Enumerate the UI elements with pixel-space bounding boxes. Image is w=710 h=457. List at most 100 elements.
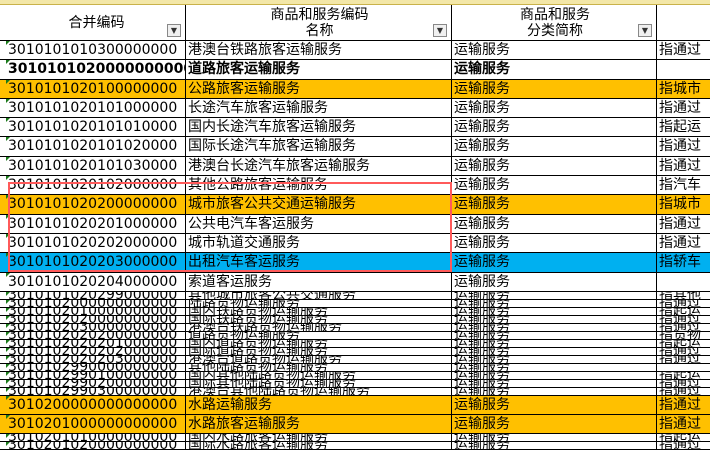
cell-category[interactable]: 运输服务: [452, 176, 657, 195]
cell-code[interactable]: 3010102020203000000: [0, 355, 186, 363]
cell-description[interactable]: 指其他: [657, 292, 710, 299]
cell-code[interactable]: 3010101020000000000: [0, 60, 186, 79]
cell-category[interactable]: 运输服务: [452, 272, 657, 291]
cell-description[interactable]: 指通过: [659, 42, 701, 58]
cell-description[interactable]: 指起运: [657, 372, 710, 379]
cell-description[interactable]: 指通过: [657, 395, 710, 415]
cell-description[interactable]: 指起运: [657, 434, 710, 441]
cell-name[interactable]: 国内道路货物运输服务: [186, 339, 452, 347]
table-row[interactable]: 3010101020299000000其他城市旅客公共交通服务运输服务指其他: [0, 291, 710, 300]
cell-category[interactable]: 运输服务: [452, 331, 657, 339]
table-row[interactable]: 3010101020000000000 道路旅客运输服务 运输服务: [0, 60, 710, 80]
cell-code[interactable]: 3010101020101000000: [0, 98, 186, 118]
cell-code[interactable]: 3010101020200000000: [0, 195, 186, 214]
cell-name[interactable]: 国际铁路货物运输服务: [186, 315, 452, 323]
cell-description[interactable]: 指通过: [657, 415, 710, 434]
cell-name[interactable]: 港澳台其他陆路货物运输服务: [186, 387, 452, 395]
cell-name[interactable]: 港澳台长途汽车旅客运输服务: [186, 156, 452, 176]
cell-category[interactable]: 运输服务: [452, 434, 657, 442]
filter-dropdown-icon[interactable]: ▼: [433, 24, 447, 37]
cell-description[interactable]: 指通过: [659, 138, 701, 155]
cell-code[interactable]: 3010102990100000000: [0, 371, 186, 379]
cell-name[interactable]: 道路货物运输服务: [186, 331, 452, 339]
cell-description[interactable]: 指起运: [657, 340, 710, 347]
cell-description[interactable]: 指通过: [657, 380, 710, 387]
table-row[interactable]: 3010102020202000000国际道路货物运输服务运输服务指通过: [0, 347, 710, 356]
cell-name[interactable]: 港澳台铁路旅客运输服务: [186, 41, 452, 60]
cell-category[interactable]: 运输服务: [452, 395, 657, 415]
cell-description[interactable]: [657, 60, 710, 78]
cell-category[interactable]: 运输服务: [452, 137, 657, 156]
cell-description[interactable]: 指通过: [659, 157, 701, 174]
cell-category[interactable]: 运输服务: [452, 79, 657, 98]
table-row[interactable]: 3010200000000000000 水路运输服务 运输服务 指通过: [0, 395, 710, 416]
table-row[interactable]: 3010102000000000000陆路货物运输服务运输服务指通过: [0, 299, 710, 308]
cell-code[interactable]: 3010101020102000000: [0, 176, 186, 195]
table-row[interactable]: 3010102020200000000道路货物运输服务运输服务指货物: [0, 331, 710, 340]
cell-code[interactable]: 3010101020101020000: [0, 137, 186, 156]
table-row[interactable]: 3010102990000000000其他陆路货物运输服务运输服务: [0, 363, 710, 372]
cell-name[interactable]: 道路旅客运输服务: [186, 60, 452, 79]
cell-name[interactable]: 国际其他陆路货物运输服务: [186, 379, 452, 387]
cell-description[interactable]: 指通过: [657, 442, 710, 449]
table-row[interactable]: 3010101020101020000 国际长途汽车旅客运输服务 运输服务 指通过: [0, 137, 710, 157]
cell-code[interactable]: 3010102990000000000: [0, 363, 186, 371]
header-goods-service-name[interactable]: 商品和服务编码 名称 ▼: [186, 5, 452, 40]
table-row[interactable]: 3010101020101030000 港澳台长途汽车旅客运输服务 运输服务 指通过: [0, 156, 710, 177]
table-row[interactable]: 3010201020000000000国际水路旅客运输服务运输服务指通过: [0, 442, 710, 451]
cell-name[interactable]: 索道客运服务: [186, 272, 452, 291]
cell-category[interactable]: 运输服务: [452, 60, 657, 79]
cell-category[interactable]: 运输服务: [452, 214, 657, 233]
cell-description[interactable]: 指轿车: [657, 253, 710, 272]
cell-description[interactable]: [657, 364, 710, 371]
table-row[interactable]: 3010101020200000000 城市旅客公共交通运输服务 运输服务 指城市: [0, 195, 710, 215]
cell-description[interactable]: 指通过: [657, 316, 710, 323]
cell-category[interactable]: 运输服务: [452, 195, 657, 214]
table-row[interactable]: 3010101020101010000 国内长途汽车旅客运输服务 运输服务 指起运: [0, 118, 710, 138]
cell-category[interactable]: 运输服务: [452, 363, 657, 371]
table-row[interactable]: 3010201000000000000 水路旅客运输服务 运输服务 指通过: [0, 415, 710, 435]
cell-code[interactable]: 3010102020201000000: [0, 339, 186, 347]
cell-description[interactable]: 指起运: [657, 308, 710, 315]
cell-category[interactable]: 运输服务: [452, 339, 657, 347]
table-row[interactable]: 3010102990300000000港澳台其他陆路货物运输服务运输服务指通过: [0, 387, 710, 396]
cell-name[interactable]: 港澳台铁路货物运输服务: [186, 323, 452, 331]
cell-code[interactable]: 3010102000000000000: [0, 299, 186, 307]
cell-category[interactable]: 运输服务: [452, 323, 657, 331]
cell-name[interactable]: 公共电汽车客运服务: [186, 214, 452, 233]
cell-name[interactable]: 国际水路旅客运输服务: [186, 442, 452, 450]
cell-name[interactable]: 城市旅客公共交通运输服务: [186, 195, 452, 214]
cell-code[interactable]: 3010102020000000000: [0, 315, 186, 323]
cell-code[interactable]: 3010101020202000000: [0, 233, 186, 253]
cell-category[interactable]: 运输服务: [452, 442, 657, 450]
cell-description[interactable]: 指通过: [657, 356, 710, 363]
cell-description[interactable]: 指城市: [657, 79, 710, 98]
cell-code[interactable]: 3010102990300000000: [0, 387, 186, 395]
cell-name[interactable]: 国内其他陆路货物运输服务: [186, 371, 452, 379]
cell-category[interactable]: 运输服务: [452, 41, 657, 60]
filter-dropdown-icon[interactable]: ▼: [167, 24, 181, 37]
cell-name[interactable]: 国际道路货物运输服务: [186, 347, 452, 355]
cell-category[interactable]: 运输服务: [452, 118, 657, 137]
table-row[interactable]: 3010101020100000000 公路旅客运输服务 运输服务 指城市: [0, 79, 710, 99]
cell-code[interactable]: 3010101020101010000: [0, 118, 186, 137]
cell-description[interactable]: 指通过: [659, 99, 701, 116]
cell-code[interactable]: 3010101020100000000: [0, 79, 186, 98]
cell-name[interactable]: 其他陆路货物运输服务: [186, 363, 452, 371]
cell-name[interactable]: 公路旅客运输服务: [186, 79, 452, 98]
cell-description[interactable]: 指通过: [657, 348, 710, 355]
cell-name[interactable]: 其他公路旅客运输服务: [186, 176, 452, 195]
table-row[interactable]: 3010101020102000000 其他公路旅客运输服务 运输服务 指汽车: [0, 176, 710, 196]
cell-description[interactable]: 指货物: [657, 332, 710, 339]
cell-category[interactable]: 运输服务: [452, 291, 657, 299]
cell-name[interactable]: 国内水路旅客运输服务: [186, 434, 452, 442]
cell-name[interactable]: 其他城市旅客公共交通服务: [186, 291, 452, 299]
cell-description[interactable]: 指通过: [657, 300, 710, 307]
cell-name[interactable]: 港澳台道路货物运输服务: [186, 355, 452, 363]
cell-code[interactable]: 3010200000000000000: [0, 395, 186, 415]
cell-description[interactable]: 指通过: [659, 234, 701, 251]
cell-code[interactable]: 3010101020299000000: [0, 291, 186, 299]
cell-category[interactable]: 运输服务: [452, 415, 657, 434]
cell-code[interactable]: 3010102030000000000: [0, 323, 186, 331]
table-row[interactable]: 3010101020203000000 出租汽车客运服务 运输服务 指轿车: [0, 253, 710, 273]
